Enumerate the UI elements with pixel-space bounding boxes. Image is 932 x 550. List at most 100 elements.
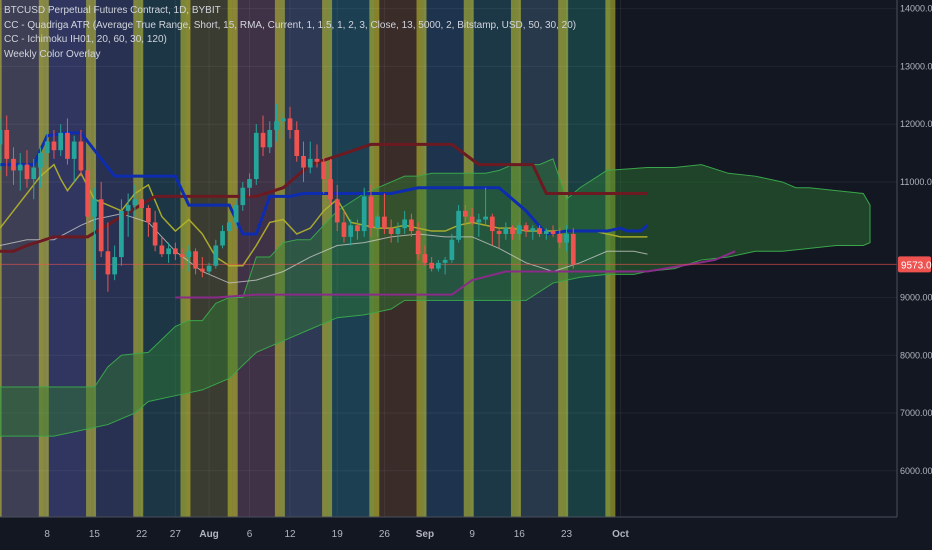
lower-band-line xyxy=(175,250,736,299)
chart-legend: BTCUSD Perpetual Futures Contract, 1D, B… xyxy=(4,4,576,62)
weekly-band xyxy=(43,0,92,517)
candle xyxy=(58,132,64,151)
candle xyxy=(287,118,293,130)
candle xyxy=(442,259,448,263)
candle xyxy=(220,231,225,246)
candle xyxy=(4,129,10,159)
candle xyxy=(24,164,30,180)
indicator-quadriga-atr-label[interactable]: CC - Quadriga ATR (Average True Range, S… xyxy=(4,19,577,31)
candle xyxy=(503,228,509,234)
candle xyxy=(11,158,16,171)
candle xyxy=(436,262,441,269)
candle xyxy=(483,216,488,220)
candle xyxy=(476,219,482,223)
candle xyxy=(402,219,408,229)
candle xyxy=(361,196,367,232)
candle xyxy=(523,225,529,232)
weekly-band xyxy=(515,0,564,517)
x-tick-label: 16 xyxy=(514,529,526,540)
y-tick-label: 11000.00 xyxy=(900,177,932,187)
candle xyxy=(38,153,43,168)
x-tick-label: Aug xyxy=(199,529,218,540)
candle xyxy=(341,222,347,237)
candle xyxy=(112,257,118,275)
weekly-separator xyxy=(274,0,285,517)
candle xyxy=(489,216,495,232)
indicator-ichimoku-label[interactable]: CC - Ichimoku IH01, 20, 60, 30, 120) xyxy=(4,34,167,45)
weekly-separator xyxy=(463,0,474,517)
candle xyxy=(213,245,219,266)
y-tick-label: 13000.00 xyxy=(900,61,932,71)
chart-title: BTCUSD Perpetual Futures Contract, 1D, B… xyxy=(4,5,221,16)
candle xyxy=(348,225,354,237)
candle xyxy=(422,254,428,263)
candle xyxy=(166,248,171,255)
weekly-separator xyxy=(605,0,616,517)
candle xyxy=(199,268,205,272)
candle xyxy=(206,265,212,272)
candle xyxy=(409,219,414,232)
candle xyxy=(71,141,77,159)
candle xyxy=(469,216,475,223)
candle xyxy=(139,199,144,208)
candle xyxy=(375,216,381,229)
weekly-separator xyxy=(38,0,49,517)
y-tick-label: 6000.00 xyxy=(900,466,932,476)
candle xyxy=(260,132,266,148)
candle xyxy=(44,141,50,154)
candle xyxy=(301,155,306,168)
candle xyxy=(105,251,111,275)
candle xyxy=(17,164,23,171)
candle xyxy=(152,222,158,246)
candle xyxy=(516,225,522,234)
candle xyxy=(85,170,91,217)
candle xyxy=(65,132,70,159)
x-tick-label: 23 xyxy=(561,529,573,540)
baseline-line xyxy=(0,131,649,236)
candle xyxy=(429,262,434,269)
candle xyxy=(267,129,273,148)
candle xyxy=(530,228,536,232)
x-axis-panel xyxy=(0,517,932,550)
x-tick-label: 8 xyxy=(44,529,50,540)
x-tick-label: 6 xyxy=(247,529,253,540)
candle xyxy=(463,210,468,217)
candle xyxy=(449,239,455,260)
candle xyxy=(510,228,515,234)
x-tick-label: 9 xyxy=(469,529,475,540)
weekly-band xyxy=(468,0,516,517)
y-tick-label: 12000.00 xyxy=(900,119,932,129)
layer-cloud xyxy=(0,158,871,437)
candle xyxy=(321,161,327,180)
candle xyxy=(334,199,340,223)
candle xyxy=(294,129,300,156)
candle xyxy=(564,233,569,243)
candle xyxy=(146,207,151,223)
indicator-weekly-overlay-label[interactable]: Weekly Color Overlay xyxy=(4,48,101,60)
weekly-band xyxy=(0,0,44,517)
candle xyxy=(456,210,461,240)
candle xyxy=(328,179,333,200)
candle xyxy=(496,231,502,234)
y-tick-label: 14000.00 xyxy=(900,4,932,14)
y-tick-label: 8000.00 xyxy=(900,350,932,360)
candle xyxy=(31,167,37,180)
candle xyxy=(98,199,104,252)
weekly-separator xyxy=(369,0,380,517)
candle xyxy=(395,228,401,234)
candle xyxy=(570,233,576,265)
candle xyxy=(240,187,246,206)
weekly-band xyxy=(374,0,422,517)
candle xyxy=(78,141,84,171)
x-tick-label: 15 xyxy=(89,529,101,540)
candle xyxy=(280,118,286,122)
candle xyxy=(415,231,421,255)
candle xyxy=(226,222,232,232)
candle xyxy=(119,210,124,258)
ichimoku-cloud xyxy=(0,158,871,437)
x-tick-label: 26 xyxy=(379,529,391,540)
weekly-separator xyxy=(133,0,144,517)
